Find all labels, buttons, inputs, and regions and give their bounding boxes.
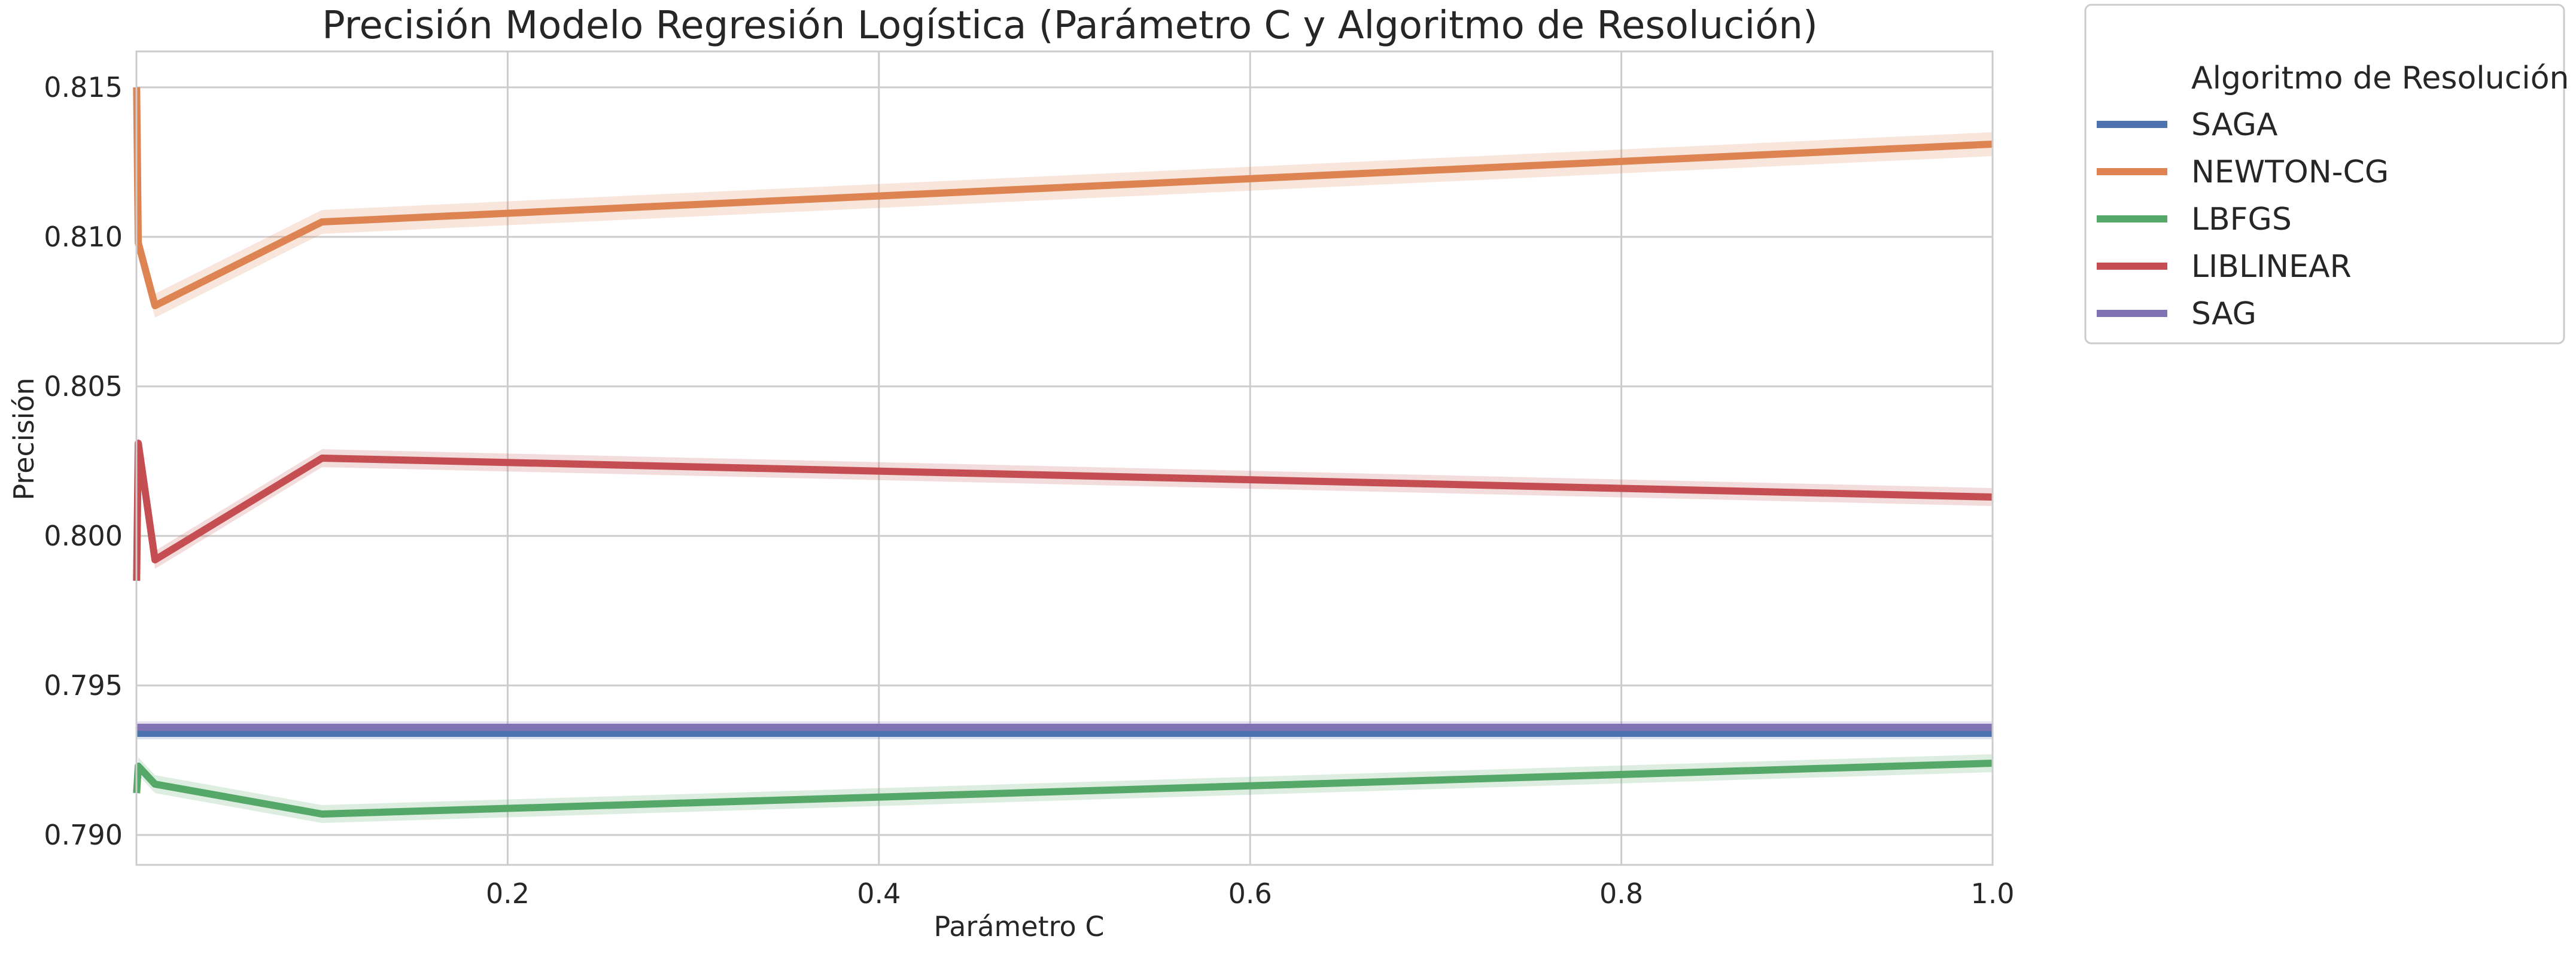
legend-label: LIBLINEAR bbox=[2191, 249, 2352, 285]
x-tick-label: 1.0 bbox=[1970, 877, 2014, 910]
y-tick-label: 0.800 bbox=[44, 520, 123, 552]
confidence-band-newton-cg bbox=[136, 75, 1993, 318]
legend-title: Algoritmo de Resolución bbox=[2191, 60, 2569, 96]
legend: Algoritmo de Resolución SAGA NEWTON-CG LBFG… bbox=[2084, 4, 2569, 345]
legend-label: NEWTON-CG bbox=[2191, 154, 2389, 190]
y-tick-label: 0.810 bbox=[44, 221, 123, 253]
plot-area: 0.2 0.4 0.6 0.8 1.0 0.790 0.795 0.800 0.805 0.810… bbox=[44, 50, 2015, 910]
series-line-liblinear bbox=[133, 440, 1993, 581]
y-tick-label: 0.795 bbox=[44, 669, 123, 702]
legend-label: SAGA bbox=[2191, 107, 2278, 143]
y-tick-label: 0.805 bbox=[44, 370, 123, 403]
series-line-lbfgs bbox=[133, 760, 1993, 818]
x-tick-label: 0.2 bbox=[486, 877, 530, 910]
legend-label: SAG bbox=[2191, 296, 2256, 332]
plot-frame bbox=[135, 50, 1994, 866]
x-tick-label: 0.4 bbox=[857, 877, 901, 910]
series-line-newton-cg bbox=[133, 87, 1993, 309]
x-tick-label: 0.8 bbox=[1599, 877, 1643, 910]
y-tick-label: 0.815 bbox=[44, 71, 123, 103]
y-axis-label: Precisión bbox=[8, 377, 40, 500]
y-tick-label: 0.790 bbox=[44, 819, 123, 851]
legend-frame bbox=[2084, 4, 2565, 345]
x-axis-label: Parámetro C bbox=[934, 910, 1105, 943]
legend-label: LBFGS bbox=[2191, 202, 2292, 237]
chart-title: Precisión Modelo Regresión Logística (Pa… bbox=[322, 4, 1818, 48]
x-tick-label: 0.6 bbox=[1228, 877, 1272, 910]
confidence-band-liblinear bbox=[136, 434, 1993, 590]
